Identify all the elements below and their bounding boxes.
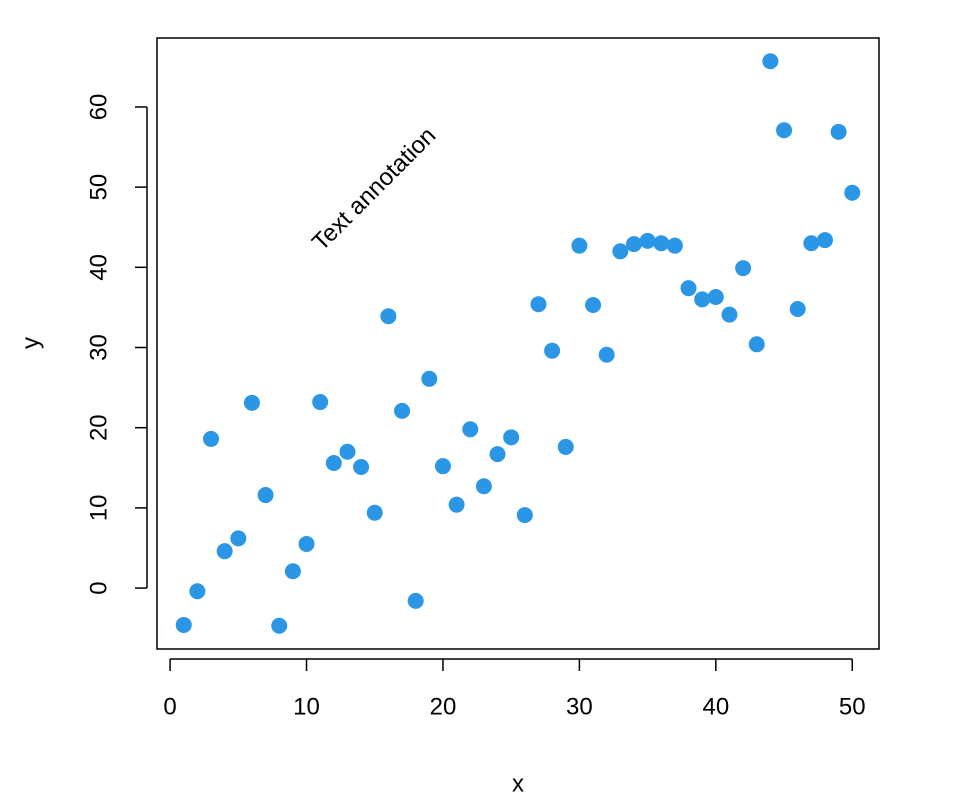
point [748,336,765,353]
point [175,616,192,633]
x-axis-label: x [512,770,524,797]
point [598,346,615,363]
point [475,478,492,495]
y-tick-label: 0 [85,581,112,594]
point [325,454,342,471]
point [762,53,779,70]
plot-box [156,37,880,650]
point [653,235,670,252]
point [789,301,806,318]
point [816,232,833,249]
point [189,583,206,600]
point [625,236,642,253]
point [312,394,329,411]
annotation: Text annotation [307,122,441,256]
point [776,122,793,139]
x-tick-label: 30 [566,693,593,720]
point [721,306,738,323]
point [803,235,820,252]
y-tick-label: 50 [85,174,112,201]
point [257,487,274,504]
point [503,429,520,446]
point [380,308,397,325]
point [407,592,424,609]
y-tick-label: 40 [85,254,112,281]
point [585,297,602,314]
point [612,243,629,260]
y-tick-label: 20 [85,414,112,441]
point [448,496,465,513]
y-axis-label: y [17,337,44,349]
point [271,617,288,634]
point [694,291,711,308]
point [230,530,247,547]
point [735,260,752,277]
point [639,232,656,249]
point [680,280,697,297]
x-tick-label: 50 [839,693,866,720]
point [544,342,561,359]
point [421,370,438,387]
x-tick-label: 40 [702,693,729,720]
point [516,507,533,524]
x-tick-label: 10 [293,693,320,720]
point [434,458,451,475]
point [530,296,547,313]
point [243,394,260,411]
point [216,543,233,560]
point [571,237,588,254]
y-tick-label: 60 [85,94,112,121]
point [707,288,724,305]
y-tick-label: 10 [85,495,112,522]
x-tick-label: 0 [163,693,176,720]
x-tick-label: 20 [430,693,457,720]
point [353,458,370,475]
point [339,443,356,460]
point [557,438,574,455]
point [298,535,315,552]
point [203,430,220,447]
point [462,421,479,438]
point [844,184,861,201]
y-tick-label: 30 [85,334,112,361]
point [489,446,506,463]
point [284,563,301,580]
point [666,237,683,254]
point [394,402,411,419]
point [830,123,847,140]
point [366,504,383,521]
